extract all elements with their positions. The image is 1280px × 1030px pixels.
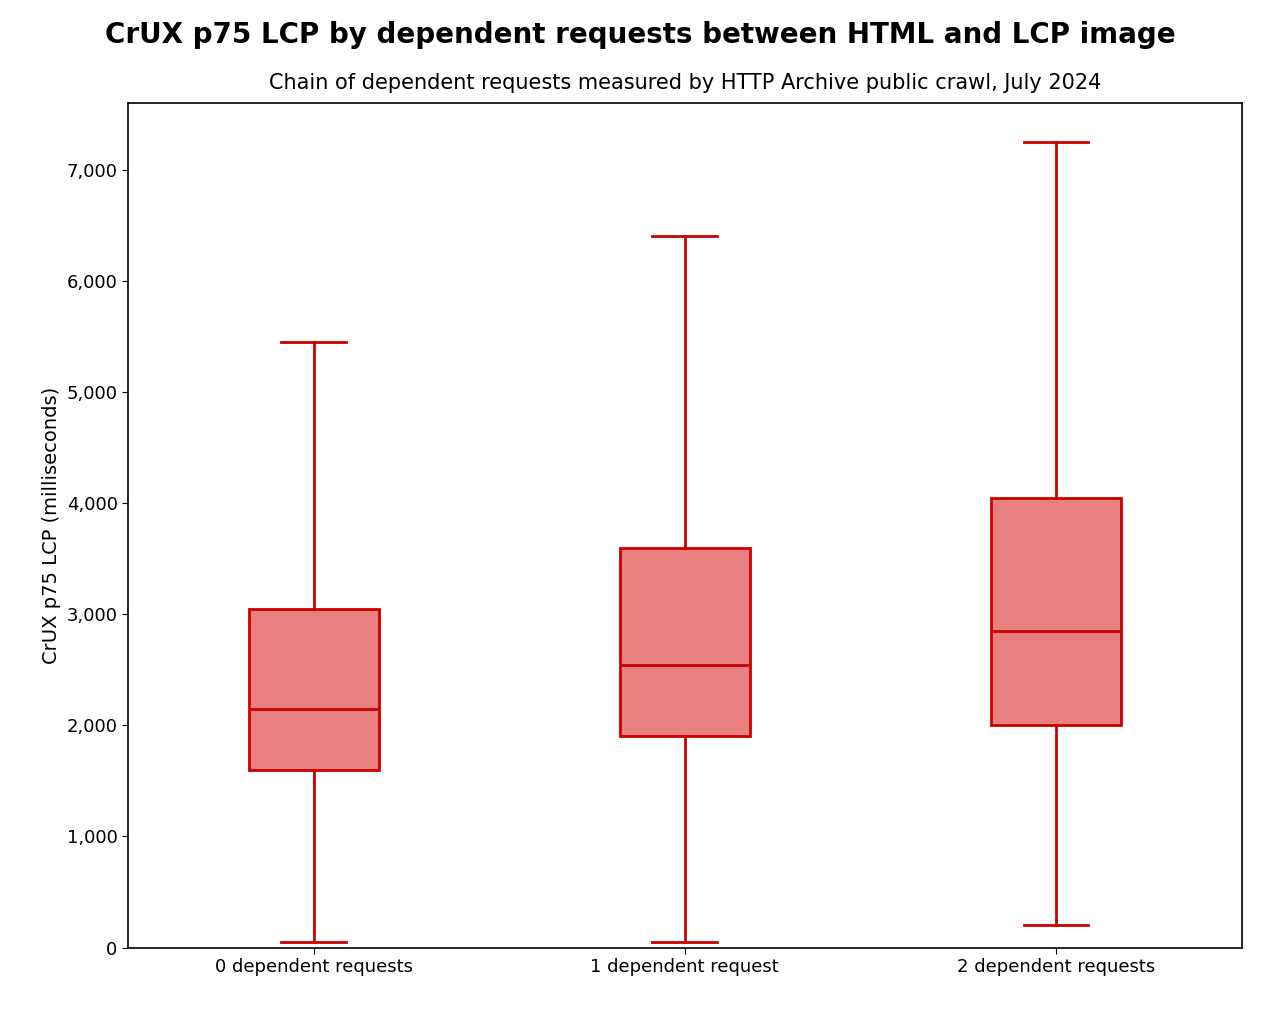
PathPatch shape (991, 497, 1121, 725)
Y-axis label: CrUX p75 LCP (milliseconds): CrUX p75 LCP (milliseconds) (42, 386, 61, 664)
Text: CrUX p75 LCP by dependent requests between HTML and LCP image: CrUX p75 LCP by dependent requests betwe… (105, 21, 1175, 48)
PathPatch shape (248, 609, 379, 769)
Title: Chain of dependent requests measured by HTTP Archive public crawl, July 2024: Chain of dependent requests measured by … (269, 73, 1101, 93)
PathPatch shape (620, 548, 750, 736)
